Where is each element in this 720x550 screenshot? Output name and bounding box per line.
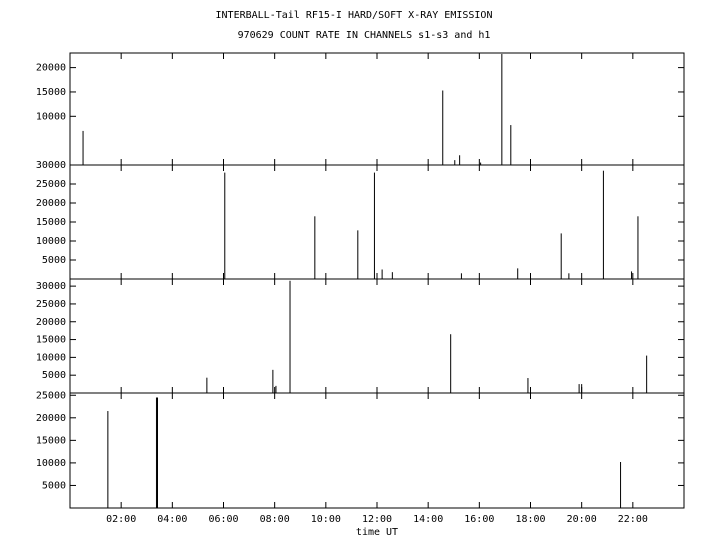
y-tick-label: 20000: [36, 63, 66, 74]
y-tick-label: 15000: [36, 87, 66, 98]
y-tick-label: 5000: [42, 480, 66, 491]
y-tick-label: 15000: [36, 335, 66, 346]
y-tick-label: 25000: [36, 299, 66, 310]
y-tick-label: 5000: [42, 370, 66, 381]
x-tick-label: 06:00: [208, 514, 238, 525]
x-tick-label: 08:00: [260, 514, 290, 525]
x-tick-label: 14:00: [413, 514, 443, 525]
x-tick-label: 22:00: [618, 514, 648, 525]
y-tick-label: 30000: [36, 160, 66, 171]
x-tick-label: 12:00: [362, 514, 392, 525]
x-tick-label: 20:00: [567, 514, 597, 525]
x-tick-label: 02:00: [106, 514, 136, 525]
x-tick-label: 10:00: [311, 514, 341, 525]
x-tick-label: 04:00: [157, 514, 187, 525]
y-tick-label: 20000: [36, 317, 66, 328]
y-tick-label: 10000: [36, 111, 66, 122]
y-tick-label: 5000: [42, 255, 66, 266]
y-tick-label: 30000: [36, 281, 66, 292]
x-axis-label: time UT: [356, 527, 398, 538]
x-tick-label: 16:00: [464, 514, 494, 525]
chart-title: INTERBALL-Tail RF15-I HARD/SOFT X-RAY EM…: [216, 10, 493, 21]
y-tick-label: 15000: [36, 217, 66, 228]
y-tick-label: 20000: [36, 198, 66, 209]
chart-subtitle: 970629 COUNT RATE IN CHANNELS s1-s3 and …: [238, 30, 491, 41]
y-tick-label: 20000: [36, 413, 66, 424]
y-tick-label: 25000: [36, 179, 66, 190]
y-tick-label: 10000: [36, 458, 66, 469]
x-tick-label: 18:00: [515, 514, 545, 525]
y-tick-label: 25000: [36, 390, 66, 401]
y-tick-label: 10000: [36, 352, 66, 363]
y-tick-label: 10000: [36, 236, 66, 247]
y-tick-label: 15000: [36, 435, 66, 446]
